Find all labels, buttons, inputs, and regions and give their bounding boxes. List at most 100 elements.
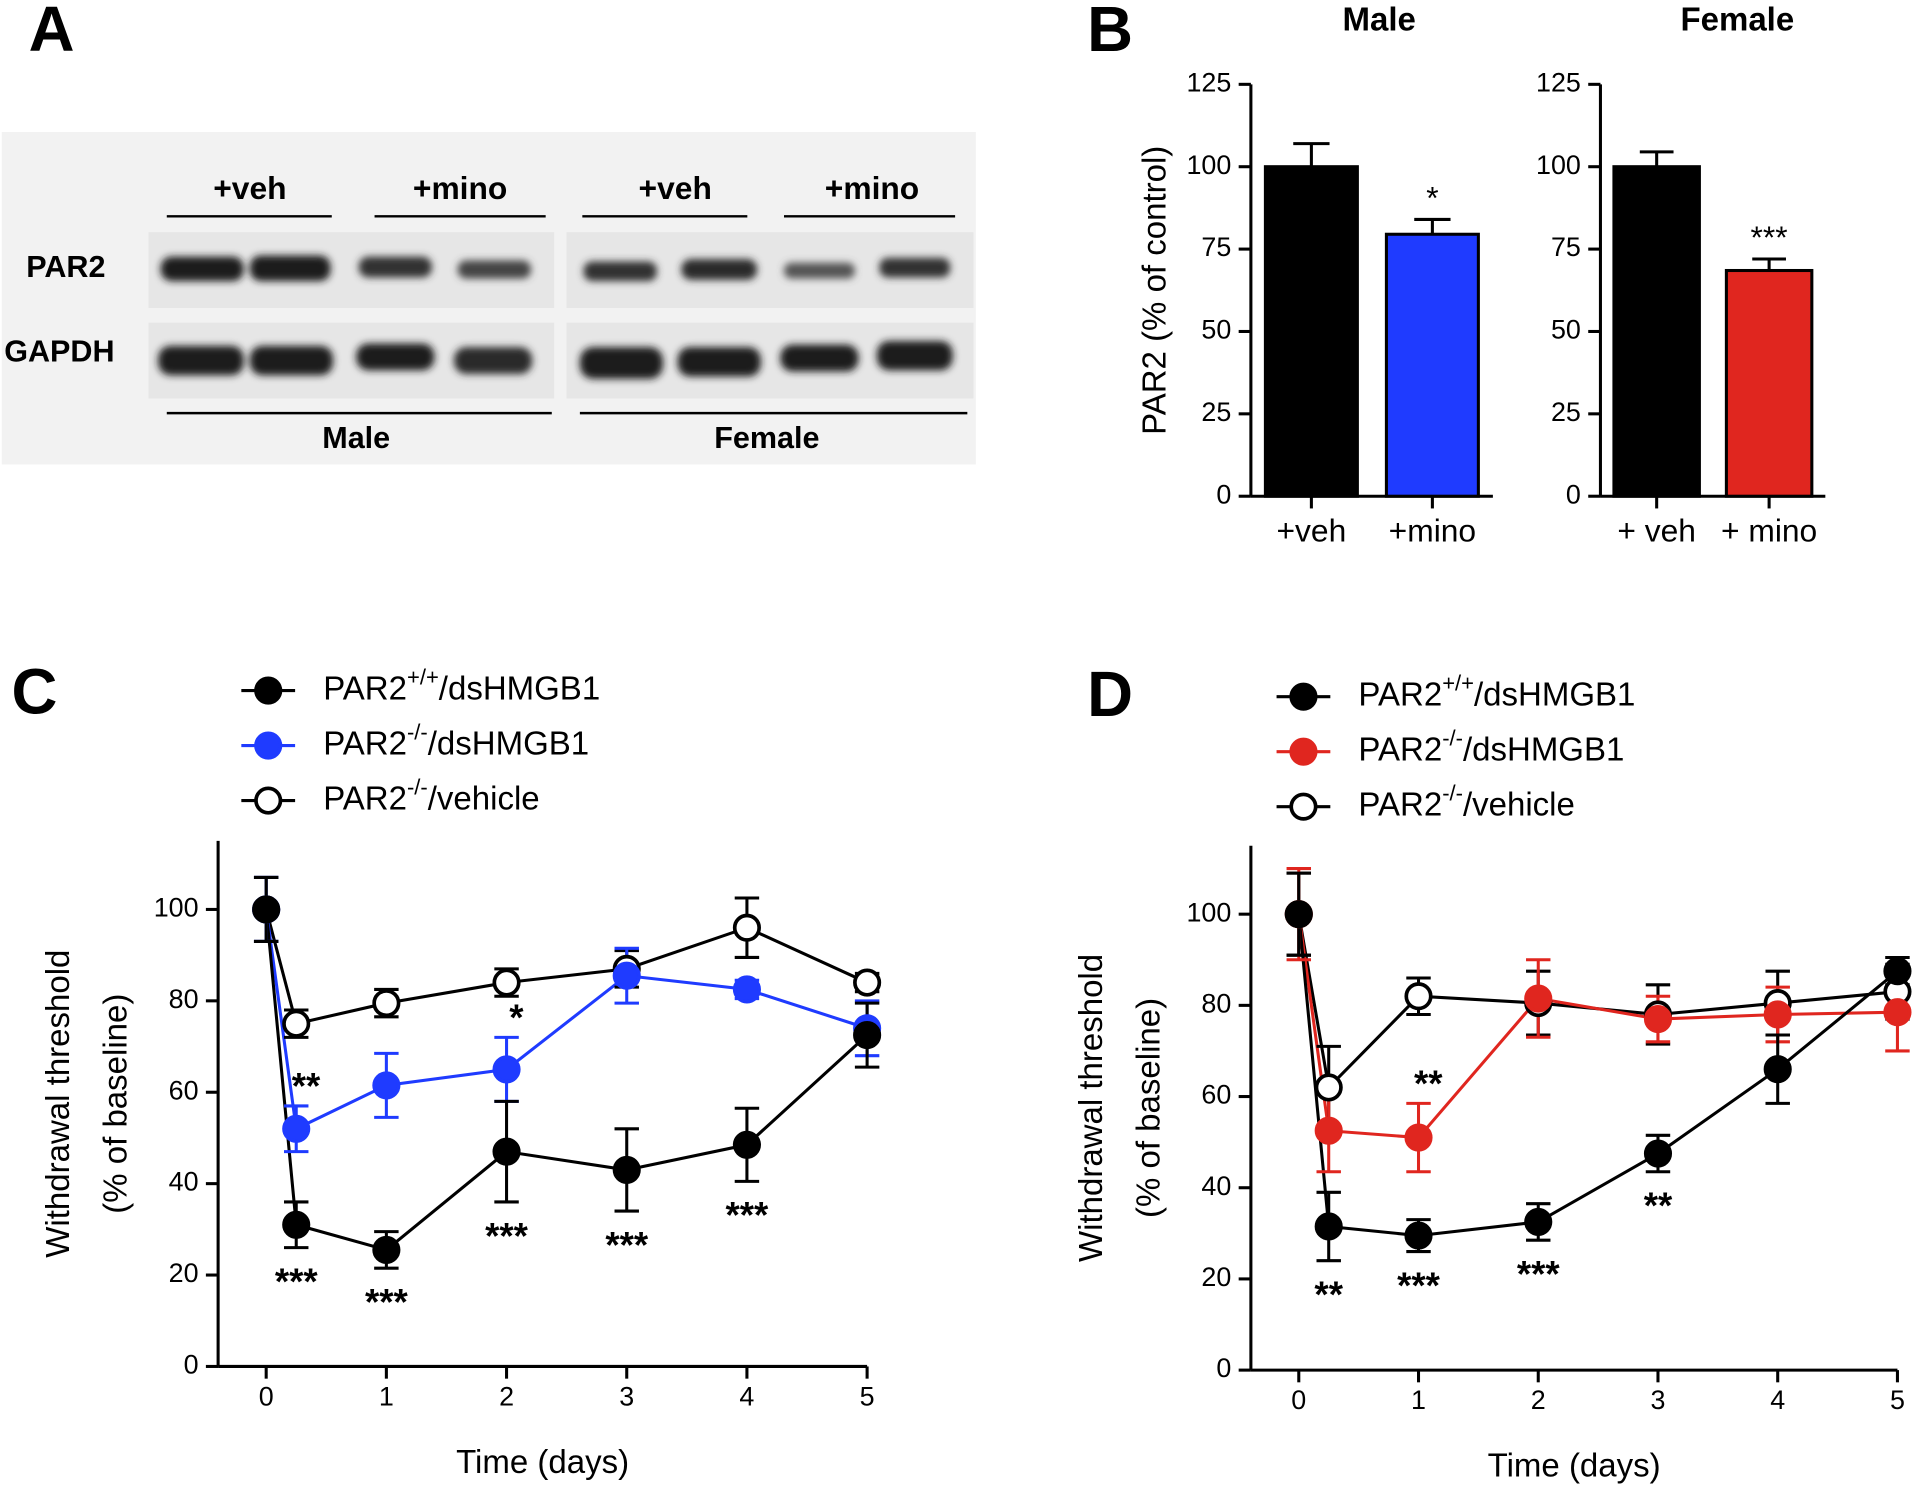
marker	[372, 1235, 401, 1264]
y-axis-label: Withdrawal threshold	[1072, 954, 1109, 1262]
legend-label: PAR2-/-/vehicle	[323, 774, 539, 816]
marker	[1284, 900, 1313, 929]
marker	[492, 1055, 521, 1084]
band	[876, 341, 953, 371]
marker	[1404, 1123, 1433, 1152]
y-tick-label: 20	[1201, 1262, 1231, 1292]
legend-label: PAR2+/+/dsHMGB1	[323, 664, 600, 706]
significance: **	[1644, 1185, 1673, 1226]
marker	[1524, 984, 1553, 1013]
marker	[282, 1210, 311, 1239]
y-tick-label: 100	[1536, 150, 1581, 180]
marker	[282, 1114, 311, 1143]
x-tick-label: 5	[860, 1381, 875, 1411]
bar	[1384, 232, 1480, 498]
x-tick-label: 0	[1291, 1385, 1306, 1415]
marker	[1763, 1000, 1792, 1029]
x-tick-label: + mino	[1721, 512, 1817, 548]
treatment-label: +veh	[639, 170, 712, 206]
marker	[732, 975, 761, 1004]
y-axis-label: PAR2 (% of control)	[1135, 146, 1172, 435]
band	[579, 347, 663, 379]
bar	[1263, 165, 1359, 498]
series-line	[1297, 914, 1899, 1238]
chart-title: Male	[1343, 1, 1416, 38]
band	[158, 345, 244, 376]
legend-marker	[1289, 682, 1318, 711]
legend-marker	[254, 731, 283, 760]
treatment-label: +mino	[825, 170, 919, 206]
y-tick-label: 100	[1186, 150, 1231, 180]
x-tick-label: 3	[1651, 1385, 1666, 1415]
group-label: Female	[714, 421, 819, 455]
y-axis-label: Withdrawal threshold	[39, 950, 76, 1258]
marker	[492, 1137, 521, 1166]
x-tick-label: 5	[1890, 1385, 1905, 1415]
significance: *	[509, 997, 524, 1038]
marker	[1524, 1207, 1553, 1236]
significance: **	[292, 1066, 321, 1107]
marker	[372, 989, 401, 1018]
significance: **	[1414, 1063, 1443, 1104]
row-label: GAPDH	[4, 334, 114, 368]
marker	[853, 1021, 882, 1050]
y-tick-label: 25	[1551, 397, 1581, 427]
legend-label: PAR2-/-/dsHMGB1	[1358, 725, 1624, 767]
marker	[372, 1071, 401, 1100]
band	[356, 343, 435, 371]
marker	[492, 968, 521, 997]
legend-label: PAR2+/+/dsHMGB1	[1358, 670, 1635, 712]
y-tick-label: 75	[1551, 232, 1581, 262]
significance: ***	[1397, 1265, 1441, 1306]
y-tick-label: 125	[1186, 67, 1231, 97]
series-line	[1297, 913, 1898, 1091]
marker	[282, 1009, 311, 1038]
y-axis-label: (% of baseline)	[1129, 998, 1166, 1218]
x-tick-label: 3	[619, 1381, 634, 1411]
y-tick-label: 0	[1216, 479, 1231, 509]
series-line	[264, 909, 868, 1026]
significance: ***	[605, 1224, 649, 1265]
band	[780, 344, 859, 372]
y-tick-label: 25	[1201, 397, 1231, 427]
y-tick-label: 100	[1186, 897, 1231, 927]
y-tick-label: 80	[1201, 988, 1231, 1018]
marker	[732, 1130, 761, 1159]
x-tick-label: +mino	[1389, 512, 1476, 548]
band	[160, 256, 244, 282]
legend-marker	[254, 786, 283, 815]
y-tick-label: 20	[169, 1258, 199, 1288]
legend-marker	[1289, 737, 1318, 766]
significance: ***	[1751, 219, 1788, 255]
marker	[1643, 1004, 1673, 1034]
marker	[1883, 998, 1912, 1027]
y-tick-label: 50	[1201, 315, 1231, 345]
bar	[1724, 268, 1814, 498]
band	[249, 345, 333, 376]
y-tick-label: 100	[154, 893, 199, 923]
treatment-label: +mino	[413, 170, 507, 206]
treatment-label: +veh	[213, 170, 286, 206]
significance: ***	[365, 1282, 409, 1323]
band	[358, 256, 432, 278]
marker	[1643, 1139, 1673, 1168]
band	[784, 262, 855, 279]
x-tick-label: 1	[1411, 1385, 1426, 1415]
group-label: Male	[322, 421, 390, 455]
significance: ***	[726, 1195, 770, 1236]
marker	[1314, 1212, 1343, 1241]
panel-label: C	[12, 656, 58, 727]
chart-title: Female	[1680, 1, 1794, 38]
x-tick-label: 2	[1531, 1385, 1546, 1415]
y-tick-label: 125	[1536, 67, 1581, 97]
marker	[732, 913, 761, 942]
y-tick-label: 40	[169, 1167, 199, 1197]
y-tick-label: 0	[1216, 1353, 1231, 1383]
row-label: PAR2	[26, 250, 105, 284]
band	[681, 259, 758, 280]
band	[583, 261, 657, 282]
significance: *	[1426, 179, 1438, 215]
marker	[1404, 1221, 1433, 1250]
legend-label: PAR2-/-/vehicle	[1358, 780, 1574, 822]
